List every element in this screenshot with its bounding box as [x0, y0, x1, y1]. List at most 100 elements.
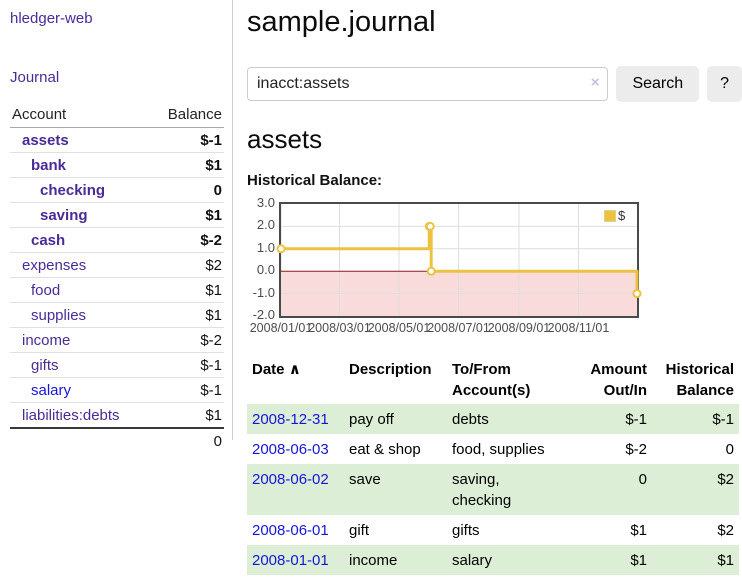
sidebar-account-link[interactable]: supplies: [31, 307, 87, 324]
account-row: bank $1: [10, 152, 224, 178]
sidebar-item-journal[interactable]: Journal: [10, 69, 60, 86]
account-row: salary $-1: [10, 377, 224, 403]
app-title-link[interactable]: hledger-web: [10, 10, 93, 27]
transaction-balance: $-1: [712, 411, 734, 428]
account-balance: $-1: [200, 132, 222, 149]
account-balance: 0: [150, 177, 224, 203]
search-input[interactable]: [247, 67, 609, 101]
search-form: × Search ?: [247, 66, 742, 102]
transaction-date-link[interactable]: 2008-01-01: [252, 552, 329, 569]
account-balance: $1: [150, 277, 224, 303]
accounts-total-value: 0: [10, 427, 224, 454]
transaction-description: income: [349, 552, 398, 569]
transaction-balance: $2: [717, 471, 734, 488]
clear-search-icon[interactable]: ×: [590, 74, 600, 91]
account-heading: assets: [247, 124, 323, 154]
accounts-header-balance: Balance: [150, 101, 224, 128]
x-axis-tick-label: 2008/09/01: [487, 321, 551, 335]
account-row: expenses $2: [10, 252, 224, 278]
sidebar-account-link[interactable]: food: [31, 282, 61, 299]
register-table: Date ∧ Description To/From Account(s) Am…: [247, 355, 739, 575]
x-axis-tick-label: 2008/01/01: [249, 321, 313, 335]
account-balance: $-2: [150, 327, 224, 353]
balance-chart-svg: [276, 202, 642, 318]
chart-heading: Historical Balance:: [247, 172, 383, 189]
register-row: 2008-06-01 gift gifts $1 $2: [247, 515, 739, 545]
sidebar-account-link[interactable]: checking: [40, 182, 106, 199]
register-header-row: Date ∧ Description To/From Account(s) Am…: [247, 355, 739, 404]
y-axis-tick-label: 0.0: [256, 262, 275, 278]
transaction-balance: 0: [725, 441, 734, 458]
account-row: checking 0: [10, 177, 224, 203]
sidebar: hledger-web Journal Account Balance asse…: [0, 0, 233, 454]
account-row: cash $-2: [10, 227, 224, 253]
x-axis-tick-label: 2008/05/01: [367, 321, 431, 335]
account-balance: $-1: [150, 377, 224, 403]
transaction-accounts: gifts: [452, 522, 480, 539]
sidebar-account-link[interactable]: expenses: [22, 257, 87, 274]
account-row: supplies $1: [10, 302, 224, 328]
accounts-header-account: Account: [10, 101, 151, 128]
register-header-date[interactable]: Date ∧: [252, 361, 301, 378]
account-balance: $2: [150, 252, 224, 278]
account-row: liabilities:debts $1: [10, 402, 224, 428]
legend-color-swatch: [604, 209, 616, 222]
transaction-accounts: debts: [452, 411, 489, 428]
account-row: income $-2: [10, 327, 224, 353]
sidebar-account-link[interactable]: saving: [40, 207, 88, 224]
accounts-table-body: assets $-1 bank $1 checking 0 saving $1 cash $-2 e…: [10, 128, 224, 428]
sidebar-account-link[interactable]: cash: [31, 232, 66, 249]
register-header-accounts: To/From Account(s): [452, 361, 531, 399]
transaction-accounts: saving, checking: [452, 471, 512, 509]
transaction-accounts: food, supplies: [452, 441, 545, 458]
transaction-description: pay off: [349, 411, 394, 428]
transaction-date-link[interactable]: 2008-06-02: [252, 471, 329, 488]
transaction-date-link[interactable]: 2008-12-31: [252, 411, 329, 428]
transaction-amount: $1: [630, 522, 647, 539]
register-header-balance: Historical Balance: [665, 361, 734, 399]
main-content: sample.journal × Search ? assets Histori…: [234, 0, 742, 575]
account-row: assets $-1: [10, 128, 224, 153]
sidebar-account-link[interactable]: bank: [31, 157, 67, 174]
y-axis-tick-label: -2.0: [252, 307, 275, 322]
transaction-description: eat & shop: [349, 441, 421, 458]
sidebar-account-link[interactable]: income: [22, 332, 71, 349]
legend-label: $: [618, 208, 626, 223]
register-row: 2008-01-01 income salary $1 $1: [247, 545, 739, 575]
transaction-balance: $2: [717, 522, 734, 539]
account-row: gifts $-1: [10, 352, 224, 378]
transaction-date-link[interactable]: 2008-06-03: [252, 441, 329, 458]
account-balance: $-2: [150, 227, 224, 253]
register-table-body: 2008-12-31 pay off debts $-1 $-1 2008-06-03 ea…: [247, 404, 739, 575]
transaction-accounts: salary: [452, 552, 493, 569]
sidebar-account-link[interactable]: assets: [22, 132, 69, 149]
historical-balance-chart: $ 3.0 2.0 1.0 0.0 -1.0 -2.0 2008/01/01 2008/03/…: [247, 195, 727, 343]
register-header-amount: Amount Out/In: [590, 361, 647, 399]
chart-legend: $: [602, 207, 628, 224]
account-balance: $1: [150, 302, 224, 328]
help-button[interactable]: ?: [707, 66, 742, 102]
x-axis-tick-label: 2008/11/01: [547, 321, 610, 335]
transaction-description: gift: [349, 522, 370, 539]
y-axis-tick-label: 3.0: [256, 195, 275, 210]
account-balance: $1: [150, 152, 224, 178]
account-balance: $1: [150, 202, 224, 228]
sidebar-account-link[interactable]: gifts: [31, 357, 59, 374]
search-button[interactable]: Search: [616, 66, 700, 102]
sidebar-account-link[interactable]: liabilities:debts: [22, 407, 120, 424]
accounts-table: Account Balance assets $-1 bank $1 checking 0…: [10, 101, 224, 454]
account-balance: $1: [150, 402, 224, 428]
y-axis-tick-label: -1.0: [252, 284, 275, 300]
sidebar-account-link[interactable]: salary: [31, 382, 72, 399]
account-row: food $1: [10, 277, 224, 303]
y-axis-tick-label: 1.0: [256, 239, 275, 255]
transaction-date-link[interactable]: 2008-06-01: [252, 522, 329, 539]
sort-ascending-icon: ∧: [288, 361, 301, 378]
transaction-balance: $1: [717, 552, 734, 569]
register-row: 2008-06-02 save saving, checking 0 $2: [247, 464, 739, 515]
page-title: sample.journal: [247, 6, 436, 38]
register-header-description: Description: [349, 361, 432, 378]
transaction-amount: $-2: [625, 441, 647, 458]
transaction-description: save: [349, 471, 381, 488]
transaction-amount: $-1: [625, 411, 647, 428]
